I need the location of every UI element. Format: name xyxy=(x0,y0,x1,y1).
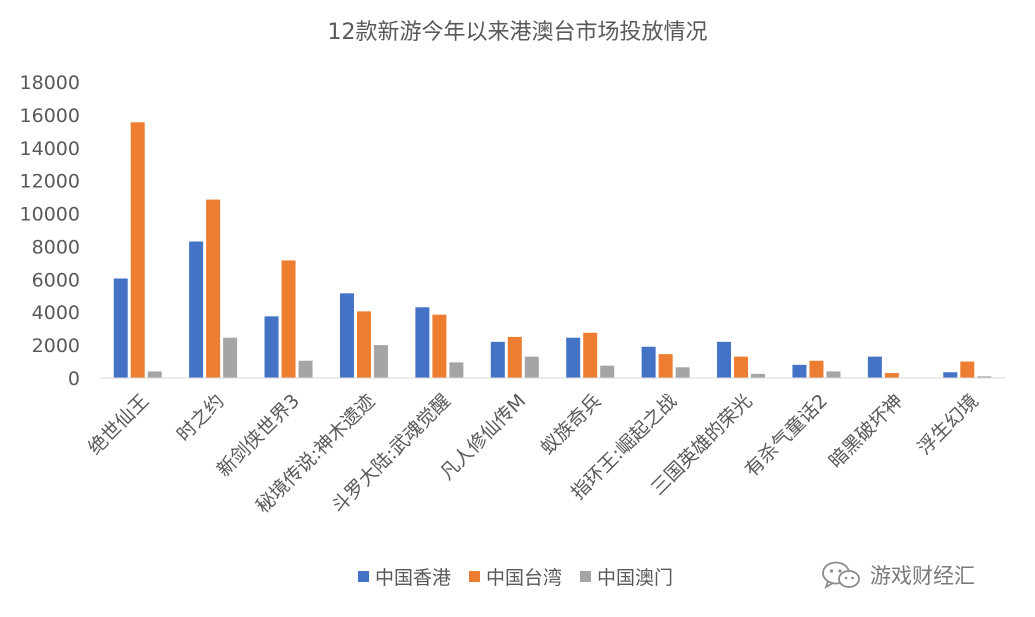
x-tick-label: 暗黑破坏神 xyxy=(825,390,908,473)
y-tick-label: 18000 xyxy=(20,72,80,94)
x-tick-label: 蚁族奇兵 xyxy=(536,390,605,459)
x-tick-label: 绝世仙王 xyxy=(84,390,153,459)
wechat-icon xyxy=(822,561,860,589)
bar-3-10 xyxy=(826,371,841,378)
bar-3-9 xyxy=(751,373,766,378)
bar-2-10 xyxy=(809,360,824,378)
bars xyxy=(113,122,992,379)
y-tick-label: 8000 xyxy=(32,236,80,258)
bar-1-9 xyxy=(717,341,732,378)
bar-1-4 xyxy=(339,293,354,378)
bar-2-6 xyxy=(507,336,522,378)
legend-label: 中国香港 xyxy=(375,567,452,589)
chart-title: 12款新游今年以来港澳台市场投放情况 xyxy=(327,20,708,45)
bar-3-3 xyxy=(298,360,313,378)
bar-1-6 xyxy=(490,341,505,378)
bar-3-8 xyxy=(675,367,690,378)
legend-item: 中国澳门 xyxy=(580,563,673,590)
y-tick-label: 6000 xyxy=(32,269,80,291)
bar-2-4 xyxy=(356,311,371,378)
bar-3-2 xyxy=(223,337,238,378)
bar-2-12 xyxy=(960,361,975,378)
bar-2-7 xyxy=(583,332,598,378)
y-axis: 0 2000 4000 6000 8000 10000 12000 14000 16000 180… xyxy=(20,72,80,390)
bar-3-7 xyxy=(600,365,615,378)
legend-label: 中国台湾 xyxy=(486,567,563,589)
x-tick-label: 浮生幻境 xyxy=(914,390,983,459)
bar-2-9 xyxy=(734,356,749,378)
bar-3-6 xyxy=(524,356,539,378)
bar-1-3 xyxy=(264,316,279,378)
bar-1-11 xyxy=(867,356,882,378)
bar-2-8 xyxy=(658,354,673,378)
legend-item: 中国香港 xyxy=(358,563,451,590)
y-tick-label: 2000 xyxy=(32,335,80,357)
legend-swatch xyxy=(580,571,592,582)
bar-1-2 xyxy=(189,241,204,378)
legend-label: 中国澳门 xyxy=(597,567,674,589)
y-tick-label: 0 xyxy=(68,368,80,390)
bar-2-2 xyxy=(206,199,221,378)
bar-3-1 xyxy=(147,371,162,378)
bar-3-12 xyxy=(977,376,992,378)
legend-swatch xyxy=(469,571,481,582)
legend: 中国香港 中国台湾 中国澳门 xyxy=(358,563,673,590)
legend-swatch xyxy=(358,571,369,582)
bar-1-1 xyxy=(113,278,128,378)
y-tick-label: 12000 xyxy=(20,171,80,193)
x-tick-label: 时之约 xyxy=(173,390,229,446)
bar-1-12 xyxy=(943,372,958,378)
bar-1-7 xyxy=(566,337,581,378)
y-tick-label: 4000 xyxy=(32,302,80,324)
bar-2-3 xyxy=(281,260,296,378)
y-tick-label: 10000 xyxy=(20,204,80,226)
bar-1-10 xyxy=(792,364,807,378)
y-tick-label: 16000 xyxy=(20,105,80,127)
watermark: 游戏财经汇 xyxy=(820,560,975,590)
y-tick-label: 14000 xyxy=(20,138,80,160)
legend-item: 中国台湾 xyxy=(469,563,562,590)
bar-1-8 xyxy=(641,346,656,378)
bar-3-4 xyxy=(373,345,388,378)
bar-2-11 xyxy=(884,373,899,378)
bar-1-5 xyxy=(415,307,430,378)
bar-2-1 xyxy=(130,122,145,379)
watermark-text: 游戏财经汇 xyxy=(870,564,975,588)
bar-2-5 xyxy=(432,314,447,378)
bar-3-5 xyxy=(449,362,464,378)
